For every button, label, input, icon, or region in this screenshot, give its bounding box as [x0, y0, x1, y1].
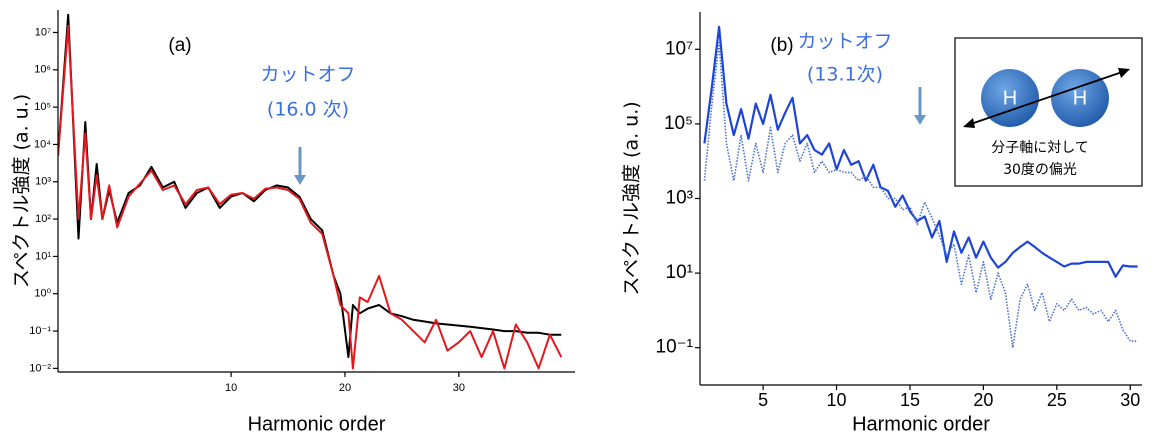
atom-label: H — [1073, 87, 1087, 109]
y-tick-label: 10⁷ — [35, 26, 51, 38]
panel-label: (b) — [770, 35, 793, 56]
y-axis-label: スペクトル強度 (a. u.) — [11, 94, 33, 288]
y-tick-label: 10⁶ — [34, 64, 51, 76]
annotation: カットオフ — [260, 64, 355, 86]
x-tick-label: 5 — [758, 390, 768, 410]
y-tick-label: 10⁵ — [664, 113, 693, 134]
y-tick-label: 10¹ — [35, 250, 51, 262]
annotation: カットオフ — [797, 31, 892, 53]
x-tick-label: 10 — [827, 390, 847, 410]
y-tick-label: 10¹ — [666, 262, 693, 283]
x-tick-label: 20 — [339, 382, 351, 394]
annotation: (13.1次) — [807, 64, 883, 86]
y-tick-label: 10⁴ — [34, 138, 51, 150]
y-tick-label: 10² — [35, 213, 51, 225]
x-tick-label: 20 — [973, 390, 993, 410]
panel-label: (a) — [168, 35, 191, 56]
x-tick-label: 10 — [225, 382, 237, 394]
annotation: (16.0 次) — [267, 99, 349, 121]
x-axis-label: Harmonic order — [852, 413, 990, 435]
atom-label: H — [1003, 87, 1017, 109]
y-tick-label: 10⁻¹ — [656, 337, 694, 358]
arrow-head — [914, 115, 926, 125]
inset-caption: 分子軸に対して — [991, 140, 1089, 156]
y-tick-label: 10³ — [666, 188, 693, 209]
y-tick-label: 10⁷ — [665, 38, 693, 59]
y-tick-label: 10⁻² — [29, 362, 51, 374]
y-axis-label: スペクトル強度 (a. u.) — [621, 101, 643, 295]
x-tick-label: 25 — [1047, 390, 1067, 410]
inset-caption: 30度の偏光 — [1003, 162, 1077, 178]
x-tick-label: 15 — [900, 390, 920, 410]
y-tick-label: 10³ — [35, 176, 51, 188]
arrow-head — [294, 175, 306, 185]
x-tick-label: 30 — [453, 382, 465, 394]
y-tick-label: 10⁻¹ — [29, 325, 51, 337]
x-axis-label: Harmonic order — [248, 413, 386, 435]
y-tick-label: 10⁵ — [34, 101, 51, 113]
x-tick-label: 30 — [1120, 390, 1140, 410]
y-tick-label: 10⁰ — [34, 288, 51, 300]
figure: 10⁻² 10⁻¹ 10⁰ 10¹ 10² 10³ 10⁴ 10⁵ 10⁶ 10⁷ 10 20 30 Ha… — [0, 0, 1155, 443]
